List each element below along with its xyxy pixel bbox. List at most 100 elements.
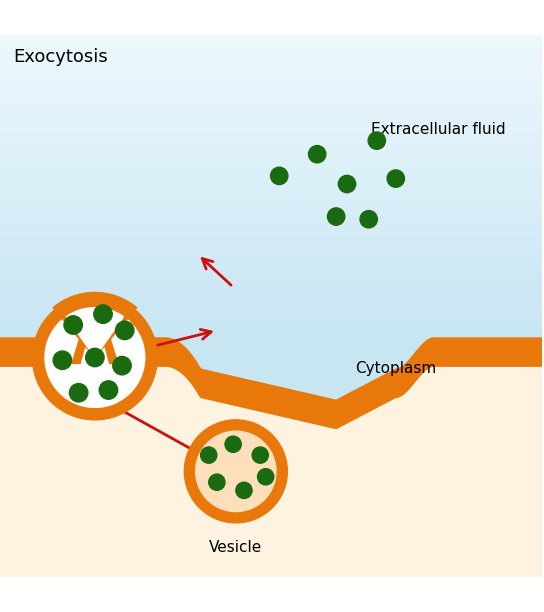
Bar	[0, 255, 542, 258]
Circle shape	[387, 170, 405, 187]
Bar	[0, 304, 542, 308]
Bar	[0, 69, 542, 73]
Bar	[0, 274, 542, 277]
Bar	[0, 194, 542, 198]
Bar	[0, 232, 542, 236]
Circle shape	[64, 316, 82, 334]
Bar	[0, 61, 542, 65]
Bar	[0, 323, 542, 327]
Bar	[0, 95, 542, 99]
Circle shape	[327, 208, 345, 225]
Bar	[0, 114, 542, 118]
Bar	[0, 175, 542, 179]
Bar	[0, 330, 542, 334]
Bar	[0, 213, 542, 217]
Bar	[0, 130, 542, 133]
Bar	[0, 164, 542, 168]
Bar	[0, 73, 542, 76]
Bar	[0, 217, 542, 220]
Bar	[0, 92, 542, 95]
Bar	[0, 141, 542, 145]
Bar	[0, 244, 542, 247]
Circle shape	[308, 146, 326, 163]
Circle shape	[184, 420, 287, 523]
Circle shape	[360, 211, 378, 228]
Circle shape	[270, 167, 288, 185]
Bar	[0, 266, 542, 270]
Circle shape	[85, 348, 104, 367]
Bar	[0, 84, 542, 88]
Bar	[0, 160, 542, 164]
Bar	[0, 133, 542, 137]
Wedge shape	[53, 293, 137, 357]
Text: Extracellular fluid: Extracellular fluid	[372, 122, 506, 137]
Circle shape	[113, 356, 131, 375]
Bar	[0, 149, 542, 152]
Circle shape	[201, 447, 217, 463]
Bar	[0, 270, 542, 274]
Bar	[0, 126, 542, 130]
Bar	[0, 277, 542, 281]
Bar	[0, 47, 542, 50]
Bar	[0, 312, 542, 315]
Bar	[0, 35, 542, 39]
Bar	[0, 198, 542, 201]
Bar	[0, 201, 542, 206]
Polygon shape	[0, 338, 542, 428]
Bar	[0, 76, 542, 80]
Bar	[0, 206, 542, 209]
Bar	[0, 281, 542, 285]
Bar	[0, 152, 542, 156]
Bar	[0, 107, 542, 111]
Bar	[0, 225, 542, 228]
Bar	[0, 209, 542, 213]
Text: Exocytosis: Exocytosis	[14, 48, 108, 67]
Circle shape	[252, 447, 268, 463]
Bar	[0, 258, 542, 262]
Bar	[0, 289, 542, 293]
Bar	[0, 285, 542, 289]
Polygon shape	[166, 338, 434, 400]
Bar	[0, 220, 542, 225]
Bar	[0, 145, 542, 149]
Circle shape	[209, 474, 225, 490]
Bar	[0, 179, 542, 182]
Bar	[0, 54, 542, 58]
Circle shape	[70, 384, 88, 402]
Circle shape	[236, 482, 252, 498]
Bar	[0, 236, 542, 239]
Bar	[0, 296, 542, 300]
Bar	[0, 103, 542, 107]
Bar	[0, 42, 542, 47]
Bar	[0, 88, 542, 92]
Circle shape	[94, 305, 112, 323]
Bar	[0, 247, 542, 251]
Bar	[0, 111, 542, 114]
Circle shape	[196, 431, 276, 512]
Circle shape	[115, 321, 134, 340]
Wedge shape	[66, 308, 123, 357]
Text: Vesicle: Vesicle	[209, 540, 262, 554]
Bar	[0, 300, 542, 304]
Bar	[0, 50, 542, 54]
Circle shape	[338, 175, 356, 193]
Bar	[0, 137, 542, 141]
Bar	[0, 308, 542, 312]
Bar	[0, 118, 542, 122]
Bar	[84, 320, 106, 366]
Polygon shape	[98, 320, 118, 364]
Polygon shape	[72, 320, 92, 364]
Bar	[0, 327, 542, 577]
Text: Cytoplasm: Cytoplasm	[355, 361, 436, 376]
Circle shape	[53, 351, 72, 370]
Bar	[0, 187, 542, 190]
Bar	[0, 262, 542, 266]
Bar	[0, 122, 542, 126]
Bar	[0, 182, 542, 187]
Bar	[0, 228, 542, 232]
Bar	[0, 156, 542, 160]
Bar	[0, 327, 542, 330]
Circle shape	[225, 436, 242, 452]
Circle shape	[257, 469, 274, 485]
Bar	[0, 319, 542, 323]
